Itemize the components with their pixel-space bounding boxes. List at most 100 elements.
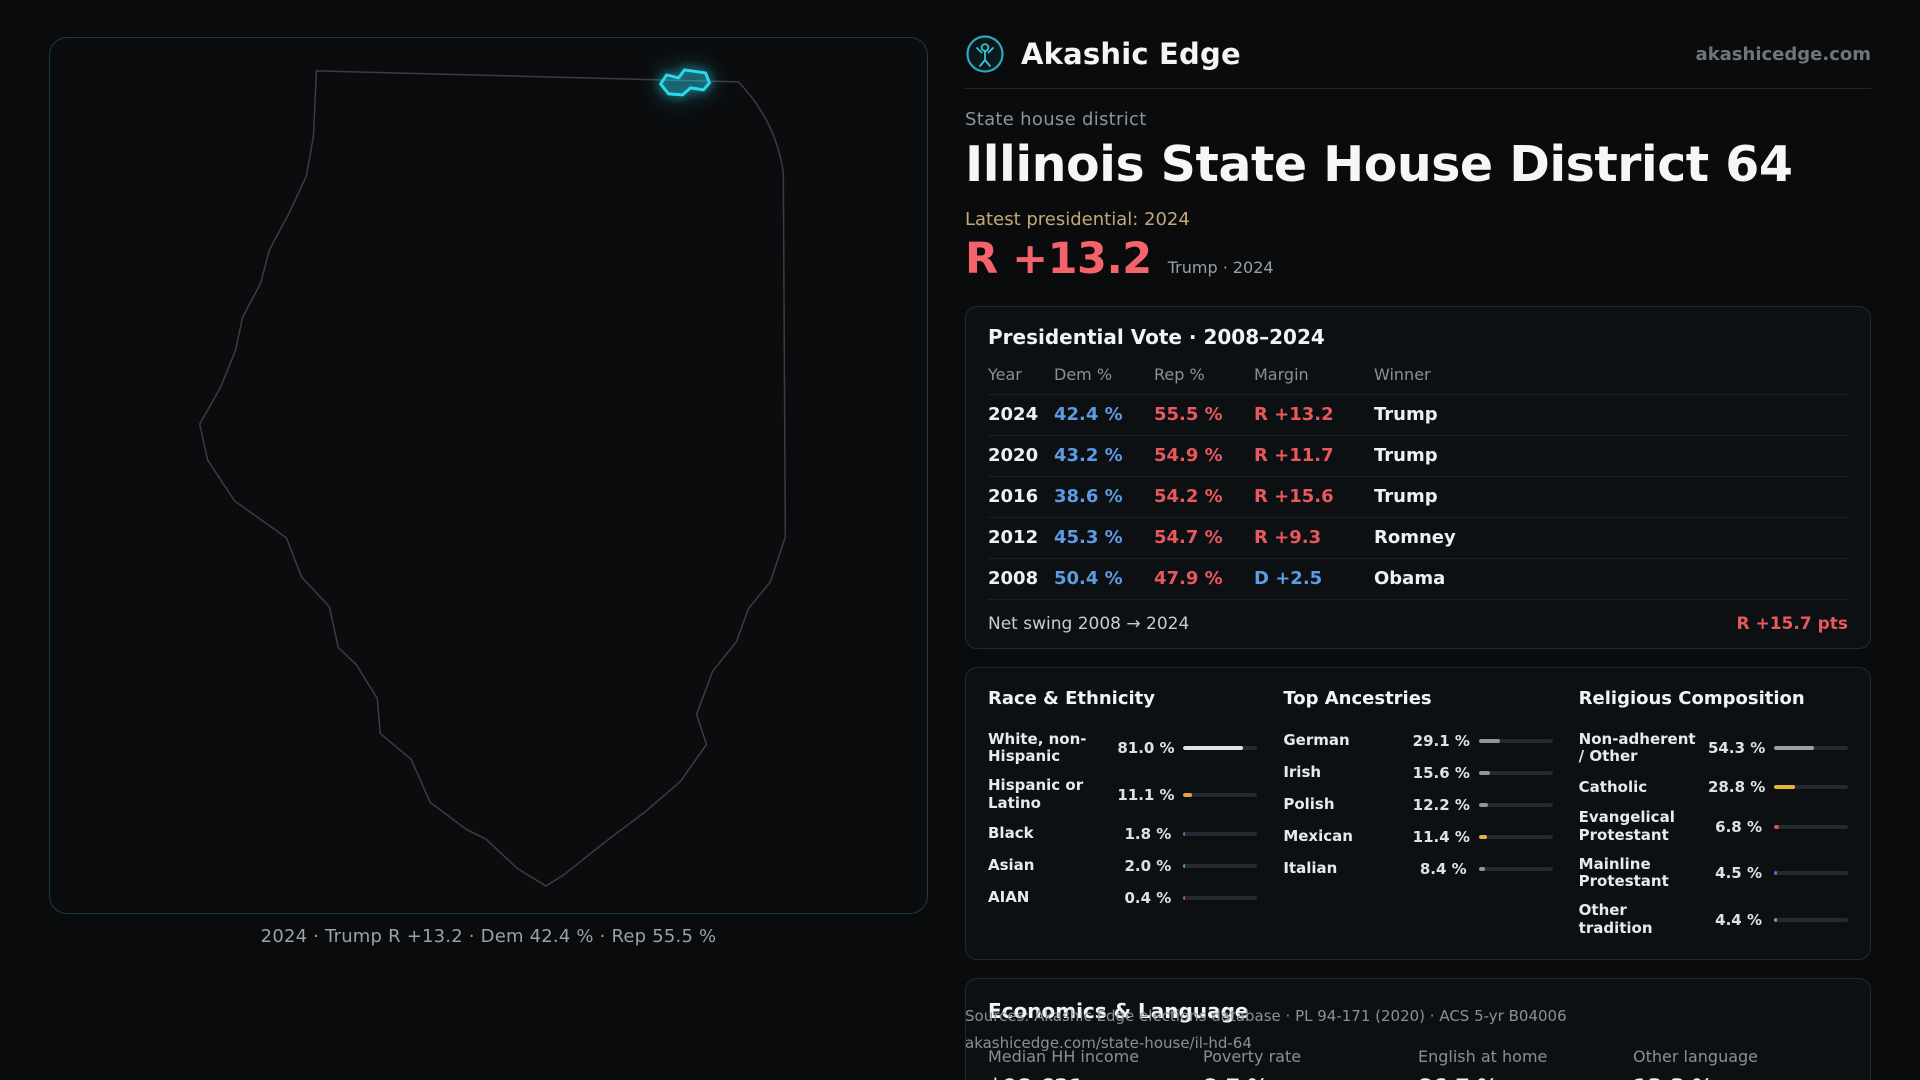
stat-value: 8.7 % xyxy=(1203,1075,1418,1080)
demo-row: Mainline Protestant 4.5 % xyxy=(1579,850,1848,897)
economics-title: Economics & Language xyxy=(988,998,1249,1023)
demo-label: German xyxy=(1283,731,1350,750)
table-header-row: Year Dem % Rep % Margin Winner xyxy=(988,365,1848,395)
economics-card: Economics & Language Median HH income $9… xyxy=(965,977,1871,1080)
stat-label: Median HH income xyxy=(988,1046,1140,1066)
demo-value: 4.5 % xyxy=(1715,864,1762,883)
demo-label: Mexican xyxy=(1283,827,1353,846)
cell-dem: 45.3 % xyxy=(1054,527,1123,549)
demo-row: Non-adherent / Other 54.3 % xyxy=(1579,725,1848,772)
demo-label: Italian xyxy=(1283,859,1338,878)
district-type-kicker: State house district xyxy=(965,109,1147,130)
cell-dem: 42.4 % xyxy=(1054,404,1123,426)
demo-row: Asian 2.0 % xyxy=(988,850,1258,882)
demo-value: 0.4 % xyxy=(1124,888,1172,907)
race-ethnicity-section: Race & Ethnicity White, non-Hispanic 81.… xyxy=(988,687,1258,943)
demo-value: 15.6 % xyxy=(1412,763,1470,782)
site-header: Akashic Edge akashicedge.com xyxy=(965,0,1871,89)
demo-row: Italian 8.4 % xyxy=(1283,853,1553,885)
cell-margin: D +2.5 xyxy=(1254,568,1323,590)
col-winner: Winner xyxy=(1374,364,1431,384)
table-row: 2024 42.4 % 55.5 % R +13.2 Trump xyxy=(988,395,1848,436)
demo-row: Mexican 11.4 % xyxy=(1283,821,1553,853)
top-ancestries-section: Top Ancestries German 29.1 % Irish 15.6 … xyxy=(1283,688,1553,943)
brand-home-link[interactable]: Akashic Edge xyxy=(965,34,1241,74)
stat-english-at-home: English at home 86.7 % xyxy=(1418,1047,1633,1080)
permalink-link[interactable]: akashicedge.com/state-house/il-hd-64 xyxy=(965,1034,1252,1052)
demo-bar xyxy=(1183,746,1258,751)
demo-value: 4.4 % xyxy=(1715,910,1762,929)
cell-rep: 47.9 % xyxy=(1154,568,1223,590)
demo-row: AIAN 0.4 % xyxy=(988,882,1258,914)
cell-winner: Trump xyxy=(1374,445,1438,467)
demo-value: 8.4 % xyxy=(1419,859,1467,878)
demo-label: White, non-Hispanic xyxy=(988,729,1087,766)
religious-composition-title: Religious Composition xyxy=(1578,687,1805,709)
cell-margin: R +9.3 xyxy=(1254,527,1322,549)
demo-row: Catholic 28.8 % xyxy=(1579,771,1848,803)
cell-rep: 54.7 % xyxy=(1154,527,1223,549)
cell-margin: R +15.6 xyxy=(1254,486,1334,508)
stat-poverty-rate: Poverty rate 8.7 % xyxy=(1203,1047,1418,1080)
demo-value: 28.8 % xyxy=(1708,778,1766,797)
demo-label: Non-adherent / Other xyxy=(1578,729,1696,766)
cell-margin: R +11.7 xyxy=(1254,445,1334,467)
demo-bar xyxy=(1774,785,1848,790)
demo-bar xyxy=(1774,917,1848,922)
profile-column: Akashic Edge akashicedge.com State house… xyxy=(965,0,1871,1080)
demo-label: Hispanic or Latino xyxy=(988,776,1084,812)
table-row: 2012 45.3 % 54.7 % R +9.3 Romney xyxy=(988,518,1848,559)
col-dem: Dem % xyxy=(1054,364,1113,384)
demo-bar xyxy=(1478,834,1553,839)
demo-label: Polish xyxy=(1283,795,1335,814)
cell-year: 2012 xyxy=(988,527,1039,549)
stat-value: $98,621 xyxy=(988,1075,1203,1080)
headline-margin-block: R +13.2 Trump · 2024 xyxy=(965,234,1871,284)
demo-label: Other tradition xyxy=(1578,901,1653,937)
cell-margin: R +13.2 xyxy=(1254,404,1334,426)
demo-bar xyxy=(1478,866,1553,871)
religious-composition-section: Religious Composition Non-adherent / Oth… xyxy=(1579,688,1848,943)
demo-label: Irish xyxy=(1283,763,1322,782)
demo-label: Mainline Protestant xyxy=(1578,854,1669,891)
demo-value: 11.1 % xyxy=(1117,785,1175,804)
demo-bar xyxy=(1478,738,1553,743)
stat-label: Poverty rate xyxy=(1203,1046,1302,1066)
demo-row: Irish 15.6 % xyxy=(1283,757,1553,789)
illinois-map xyxy=(198,68,787,887)
cell-rep: 54.9 % xyxy=(1154,445,1223,467)
demo-bar xyxy=(1183,792,1258,797)
demo-row: White, non-Hispanic 81.0 % xyxy=(988,725,1258,772)
demo-value: 29.1 % xyxy=(1412,731,1470,750)
demo-value: 81.0 % xyxy=(1117,739,1175,758)
headline-margin-value: R +13.2 xyxy=(965,233,1152,284)
demo-value: 54.3 % xyxy=(1708,739,1766,758)
cell-rep: 54.2 % xyxy=(1154,486,1223,508)
demo-bar xyxy=(1183,831,1258,836)
cell-dem: 43.2 % xyxy=(1054,445,1123,467)
demo-bar xyxy=(1183,895,1258,900)
cell-winner: Trump xyxy=(1374,486,1438,508)
net-swing-value: R +15.7 pts xyxy=(1736,613,1848,634)
demo-value: 11.4 % xyxy=(1412,827,1470,846)
demo-row: Polish 12.2 % xyxy=(1283,789,1553,821)
cell-year: 2016 xyxy=(988,486,1039,508)
demo-bar xyxy=(1478,770,1553,775)
demo-bar xyxy=(1774,824,1848,829)
district-64-shape[interactable] xyxy=(659,68,711,97)
demo-value: 1.8 % xyxy=(1124,824,1172,843)
race-ethnicity-title: Race & Ethnicity xyxy=(988,687,1155,709)
demo-bar xyxy=(1774,746,1848,751)
demographics-card: Race & Ethnicity White, non-Hispanic 81.… xyxy=(965,666,1871,960)
cell-year: 2024 xyxy=(988,404,1039,426)
table-row: 2016 38.6 % 54.2 % R +15.6 Trump xyxy=(988,477,1848,518)
demo-label: AIAN xyxy=(988,888,1030,907)
col-margin: Margin xyxy=(1254,364,1309,384)
cell-year: 2008 xyxy=(988,568,1039,590)
cell-winner: Romney xyxy=(1374,527,1456,549)
stat-label: Other language xyxy=(1633,1046,1759,1066)
economics-stats: Median HH income $98,621 Poverty rate 8.… xyxy=(988,1047,1848,1080)
site-domain-link[interactable]: akashicedge.com xyxy=(1695,43,1871,65)
demo-label: Asian xyxy=(988,856,1035,875)
